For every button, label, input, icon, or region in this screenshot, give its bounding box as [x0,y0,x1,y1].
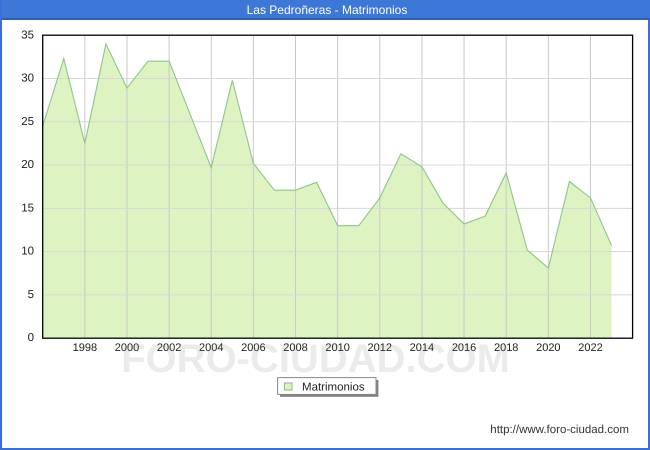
svg-text:30: 30 [21,73,34,85]
svg-text:2022: 2022 [578,342,602,354]
svg-text:10: 10 [21,246,34,258]
svg-text:0: 0 [28,332,34,344]
svg-text:2020: 2020 [536,342,560,354]
svg-text:35: 35 [21,30,34,42]
svg-text:20: 20 [21,159,34,171]
svg-text:25: 25 [21,116,34,128]
svg-text:FORO-CIUDAD.COM: FORO-CIUDAD.COM [121,337,510,381]
svg-text:5: 5 [28,289,34,301]
svg-text:Matrimonios: Matrimonios [302,382,365,394]
svg-text:http://www.foro-ciudad.com: http://www.foro-ciudad.com [490,424,629,436]
svg-text:15: 15 [21,202,34,214]
svg-text:1998: 1998 [73,342,97,354]
